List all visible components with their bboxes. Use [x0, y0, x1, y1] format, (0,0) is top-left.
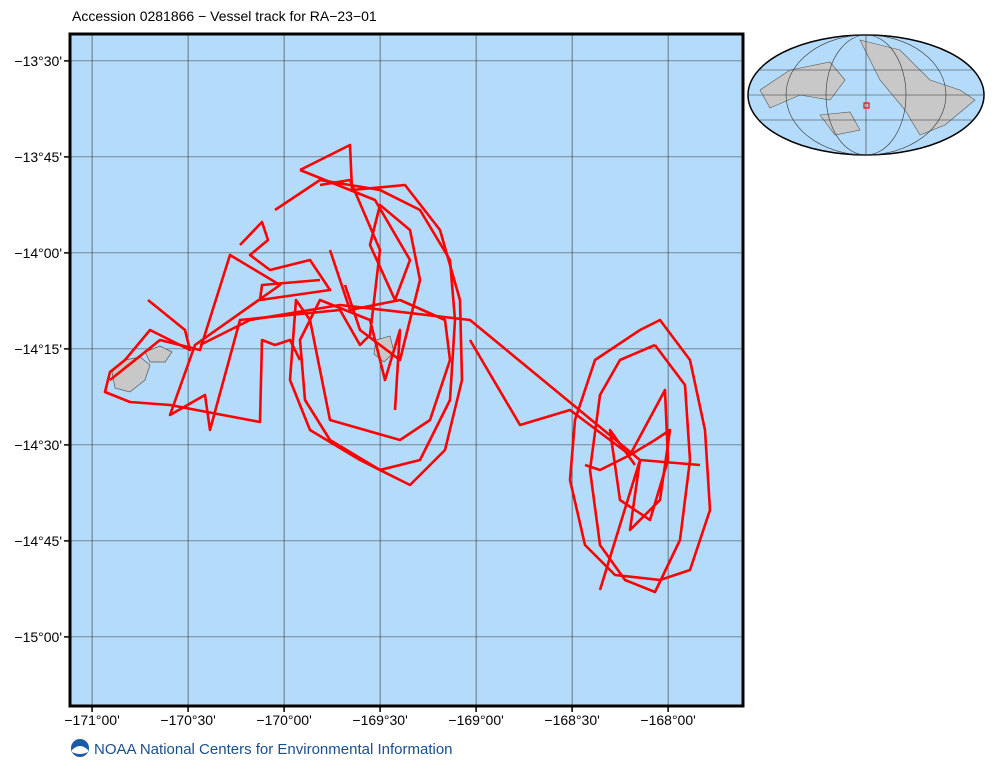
grid — [70, 34, 743, 706]
islands — [111, 335, 395, 393]
y-tick-label: −13°30' — [14, 53, 62, 69]
map-title: Accession 0281866 − Vessel track for RA−… — [72, 8, 377, 24]
inset-globe — [747, 34, 985, 156]
x-tick-label: −169°00' — [448, 712, 503, 728]
map-frame — [68, 32, 745, 708]
x-tick-label: −169°30' — [352, 712, 407, 728]
noaa-logo — [71, 739, 89, 757]
footer: NOAA National Centers for Environmental … — [94, 741, 453, 758]
x-tick-label: −171°00' — [64, 712, 119, 728]
ocean — [70, 34, 743, 706]
x-tick-label: −168°00' — [640, 712, 695, 728]
y-tick-label: −14°15' — [14, 341, 62, 357]
y-tick-label: −14°00' — [14, 245, 62, 261]
y-tick-label: −15°00' — [14, 629, 62, 645]
y-tick-label: −14°45' — [14, 533, 62, 549]
x-tick-label: −170°30' — [160, 712, 215, 728]
x-tick-label: −168°30' — [544, 712, 599, 728]
y-tick-label: −14°30' — [14, 437, 62, 453]
vessel-track — [103, 143, 712, 594]
x-tick-label: −170°00' — [256, 712, 311, 728]
y-tick-label: −13°45' — [14, 149, 62, 165]
ticks: −171°00' −170°30' −170°00' −169°30' −169°00'… — [14, 53, 695, 728]
